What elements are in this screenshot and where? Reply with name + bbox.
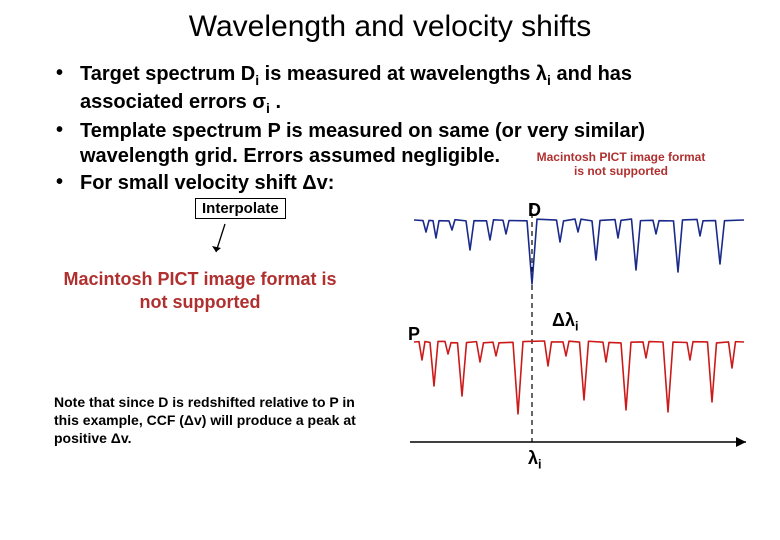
spectrum-chart [400, 192, 760, 472]
bullet-marker: • [50, 119, 80, 169]
p-series-label: P [408, 324, 420, 345]
lambda-i-label: λi [528, 448, 542, 472]
page-title: Wavelength and velocity shifts [0, 0, 780, 44]
bullet-text: Target spectrum Di is measured at wavele… [80, 62, 730, 117]
footnote-text: Note that since D is redshifted relative… [54, 393, 374, 448]
delta-lambda-label: Δλi [552, 310, 578, 334]
bullet-text: For small velocity shift Δv: [80, 171, 334, 196]
lower-panel: Interpolate Macintosh PICT image format … [0, 198, 780, 498]
pict-placeholder-small: Macintosh PICT image format is not suppo… [536, 150, 706, 179]
bullet-marker: • [50, 62, 80, 117]
interpolate-arrow-icon [210, 222, 240, 262]
d-series-label: D [528, 200, 541, 221]
interpolate-label-box: Interpolate [195, 198, 286, 219]
bullet-marker: • [50, 171, 80, 196]
list-item: • Target spectrum Di is measured at wave… [50, 62, 730, 117]
pict-placeholder-large: Macintosh PICT image format is not suppo… [60, 268, 340, 313]
